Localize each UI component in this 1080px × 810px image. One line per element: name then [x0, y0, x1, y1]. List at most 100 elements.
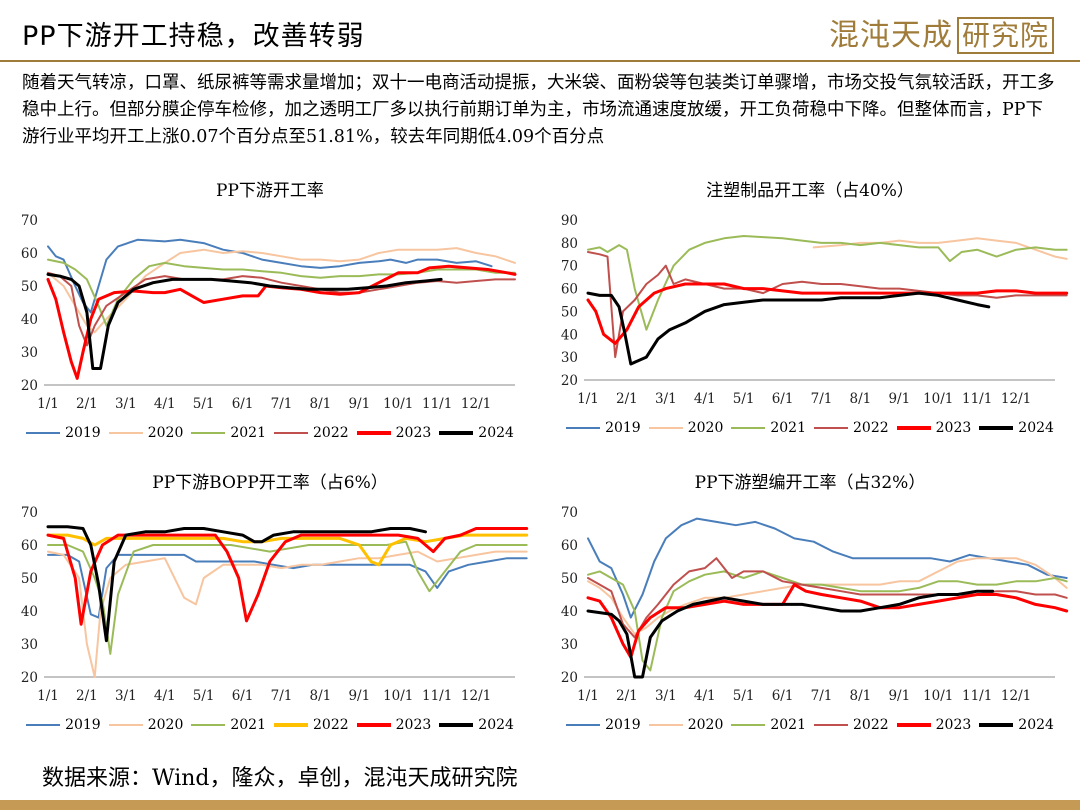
x-tick-label: 5/1 — [193, 396, 215, 412]
legend-item-2021: 2021 — [731, 420, 806, 436]
legend-item-2019: 2019 — [566, 717, 641, 733]
x-tick-label: 6/1 — [232, 396, 254, 412]
legend-item-2023: 2023 — [356, 717, 431, 733]
legend-swatch — [896, 723, 931, 727]
series-line-2022 — [587, 251, 1068, 359]
legend-swatch — [439, 431, 474, 435]
data-source: 数据来源：Wind，隆众，卓创，混沌天成研究院 — [42, 766, 518, 791]
chart-plot: 20 30 40 50 60 70 1/1 2/1 3/1 4/1 5/1 6/1 7/1 8/1 9/1 1… — [21, 505, 529, 704]
series-line-2021 — [587, 570, 1068, 672]
legend-label: 2022 — [313, 425, 349, 441]
legend-label: 2019 — [65, 425, 101, 441]
chart-plot: 20 30 40 50 60 70 1/1 2/1 3/1 4/1 5/1 6/1 7/1 8/1 9/1 1… — [21, 213, 517, 412]
x-tick-label: 6/1 — [232, 688, 254, 704]
series-line-2023 — [46, 264, 517, 380]
x-tick-label: 8/1 — [850, 391, 872, 407]
x-tick-label: 10/1 — [923, 688, 953, 704]
brand-box-text: 研究院 — [956, 17, 1054, 54]
y-tick-label: 60 — [21, 246, 38, 262]
chart-bopp: PP下游BOPP开工率（占6%） 20 30 40 50 60 70 1/1 2/1 3/1 4/… — [0, 462, 540, 762]
footer-bar — [0, 800, 1080, 810]
legend-swatch — [191, 724, 226, 726]
legend-label: 2024 — [478, 717, 514, 733]
x-tick-label: 2/1 — [76, 396, 98, 412]
legend-item-2022: 2022 — [814, 420, 889, 436]
legend-label: 2019 — [605, 420, 641, 436]
legend-label: 2023 — [935, 420, 972, 436]
chart-title: 注塑制品开工率（占40%） — [706, 181, 914, 201]
series-line-2019 — [47, 553, 528, 619]
y-tick-label: 60 — [561, 282, 578, 298]
y-tick-label: 30 — [561, 350, 578, 366]
x-tick-label: 1/1 — [37, 396, 59, 412]
x-tick-label: 1/1 — [577, 391, 599, 407]
slide-header: PP下游开工持稳，改善转弱 混沌天成 研究院 — [0, 0, 1080, 62]
y-tick-label: 70 — [561, 505, 578, 521]
y-tick-label: 30 — [21, 637, 38, 653]
legend-swatch — [108, 724, 143, 726]
legend-swatch — [648, 427, 683, 429]
legend-swatch — [814, 427, 848, 429]
series-line-2022 — [47, 271, 516, 347]
legend-swatch — [979, 723, 1014, 727]
legend-label: 2020 — [147, 425, 184, 441]
chart-title: PP下游BOPP开工率（占6%） — [152, 473, 388, 493]
brand-name: 混沌天成 — [828, 18, 953, 53]
x-tick-label: 7/1 — [271, 396, 293, 412]
series-line-2024 — [46, 272, 443, 370]
chart-title: PP下游开工率 — [216, 181, 324, 201]
y-tick-label: 50 — [21, 571, 38, 587]
legend-label: 2022 — [313, 717, 349, 733]
y-tick-label: 20 — [21, 670, 38, 686]
legend-label: 2021 — [770, 420, 806, 436]
series-line-2020 — [47, 550, 528, 678]
series-line-2019 — [47, 238, 493, 314]
legend-swatch — [191, 432, 226, 434]
x-tick-label: 11/1 — [422, 688, 452, 704]
legend-item-2024: 2024 — [979, 420, 1054, 436]
chart-injection-molding: 注塑制品开工率（占40%） 20 30 40 50 60 70 80 90 1/1 2/1 3/1 4… — [540, 170, 1080, 470]
legend-label: 2019 — [605, 717, 641, 733]
legend-label: 2021 — [230, 717, 266, 733]
series-line-2023 — [586, 282, 1069, 345]
legend-item-2020: 2020 — [108, 717, 183, 733]
chart-pp-downstream: PP下游开工率 20 30 40 50 60 70 1/1 2/1 3/1 4/1 5/1 6/1 7/… — [0, 170, 540, 470]
x-tick-label: 5/1 — [193, 688, 215, 704]
legend-label: 2020 — [687, 717, 724, 733]
series-line-2021 — [47, 258, 516, 327]
x-tick-label: 1/1 — [37, 688, 59, 704]
legend-swatch — [731, 724, 766, 726]
chart-plot: 20 30 40 50 60 70 80 90 1/1 2/1 3/1 4/1 5/1 6/1 7/1 8/1… — [561, 213, 1069, 407]
chart-title: PP下游塑编开工率（占32%） — [694, 473, 926, 493]
x-tick-label: 11/1 — [962, 391, 992, 407]
y-tick-label: 80 — [561, 236, 578, 252]
y-tick-label: 20 — [21, 378, 38, 394]
x-tick-label: 8/1 — [310, 688, 332, 704]
chart-woven-plastic: PP下游塑编开工率（占32%） 20 30 40 50 60 70 1/1 2/1 3/1 4/1… — [540, 462, 1080, 762]
chart-legend: 2019 2020 2021 2022 2023 2024 — [0, 717, 540, 733]
legend-item-2020: 2020 — [648, 717, 724, 733]
x-tick-label: 5/1 — [733, 688, 755, 704]
legend-label: 2022 — [853, 717, 889, 733]
x-tick-label: 6/1 — [772, 391, 794, 407]
y-tick-label: 30 — [21, 345, 38, 361]
legend-item-2022: 2022 — [814, 717, 889, 733]
legend-swatch — [979, 426, 1014, 430]
legend-label: 2024 — [1018, 717, 1054, 733]
y-tick-label: 60 — [21, 538, 38, 554]
legend-item-2020: 2020 — [108, 425, 184, 441]
x-tick-label: 11/1 — [962, 688, 992, 704]
y-tick-label: 30 — [561, 637, 578, 653]
x-tick-label: 8/1 — [310, 396, 332, 412]
x-tick-label: 10/1 — [383, 688, 413, 704]
legend-label: 2023 — [935, 717, 972, 733]
legend-swatch — [356, 723, 391, 727]
x-tick-label: 3/1 — [655, 391, 677, 407]
y-tick-label: 40 — [21, 312, 38, 328]
y-tick-label: 50 — [561, 571, 578, 587]
legend-item-2024: 2024 — [439, 425, 514, 441]
header-divider — [0, 60, 1080, 62]
x-tick-label: 5/1 — [733, 391, 755, 407]
x-tick-label: 10/1 — [923, 391, 953, 407]
series-line-2019 — [587, 517, 1068, 619]
